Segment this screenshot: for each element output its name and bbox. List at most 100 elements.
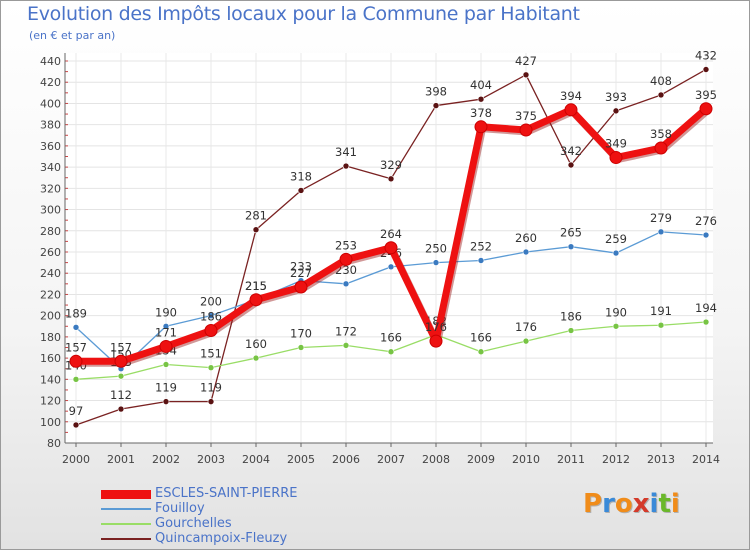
data-label: 112 (110, 388, 132, 402)
data-label: 186 (200, 310, 222, 324)
data-point (387, 263, 395, 271)
data-label: 281 (245, 209, 267, 223)
y-tick-label: 420 (40, 76, 61, 89)
data-point (519, 123, 533, 137)
data-point (432, 259, 440, 266)
legend-swatch (101, 508, 151, 510)
data-point (612, 322, 620, 330)
data-point (114, 354, 128, 368)
data-label: 176 (515, 320, 537, 334)
data-label: 378 (470, 106, 492, 120)
data-point (117, 405, 125, 413)
data-point (387, 348, 395, 356)
data-point (297, 344, 305, 351)
data-label: 227 (290, 266, 312, 280)
x-tick-label: 2009 (467, 453, 495, 466)
data-label: 157 (110, 340, 132, 354)
legend-item: Quincampoix-Fleuzy (101, 531, 421, 547)
series-quincampoix-fleuzy: 97 112 119 119 281 318 341 329 398 404 427 342 393 40… (69, 48, 717, 429)
data-point (252, 226, 260, 234)
data-label: 393 (605, 90, 627, 104)
y-tick-label: 260 (40, 246, 61, 259)
data-label: 342 (560, 144, 582, 158)
data-label: 233 (290, 260, 312, 274)
data-point (342, 280, 350, 288)
proxiti-logo: Proxiti (583, 489, 680, 519)
logo-letter: x (632, 489, 650, 519)
x-tick-label: 2014 (692, 453, 720, 466)
y-tick-label: 100 (40, 416, 61, 429)
data-point (567, 327, 575, 334)
data-point (69, 354, 83, 368)
data-point (162, 322, 170, 330)
data-label: 189 (65, 306, 87, 320)
data-label: 119 (200, 381, 222, 395)
data-point (297, 187, 305, 194)
x-tick-label: 2007 (377, 453, 405, 466)
data-point (429, 334, 443, 348)
data-label: 394 (560, 89, 582, 103)
data-point (72, 324, 80, 331)
y-tick-label: 160 (40, 352, 61, 365)
data-label: 194 (695, 301, 717, 315)
data-point (207, 312, 215, 319)
data-label: 358 (650, 127, 672, 141)
legend-label: Quincampoix-Fleuzy (155, 531, 288, 546)
data-label: 157 (65, 340, 87, 354)
data-label: 265 (560, 226, 582, 240)
data-point (72, 421, 80, 429)
data-point (702, 318, 710, 326)
y-tick-label: 380 (40, 119, 61, 132)
data-label: 408 (650, 74, 672, 88)
data-point (162, 398, 170, 405)
data-point (207, 398, 215, 405)
data-label: 432 (695, 48, 717, 62)
y-tick-label: 320 (40, 182, 61, 195)
x-tick-label: 2012 (602, 453, 630, 466)
data-point (657, 228, 665, 236)
data-label: 191 (650, 304, 672, 318)
data-point (207, 364, 215, 371)
data-point (702, 66, 710, 73)
data-point (567, 243, 575, 250)
data-point (252, 354, 260, 362)
data-point (522, 71, 530, 79)
data-point (699, 102, 713, 116)
data-point (567, 161, 575, 169)
data-point (72, 376, 80, 383)
data-label: 176 (425, 320, 447, 334)
data-point (477, 348, 485, 356)
data-label: 186 (560, 310, 582, 324)
logo-letter: P (583, 489, 603, 519)
data-label: 375 (515, 109, 537, 123)
y-tick-label: 300 (40, 204, 61, 217)
x-tick-label: 2003 (197, 453, 225, 466)
logo-letter: r (602, 489, 615, 519)
legend-swatch (101, 538, 151, 540)
data-point (117, 372, 125, 380)
data-label: 253 (335, 238, 357, 252)
data-point (339, 252, 353, 266)
y-tick-label: 80 (47, 437, 61, 450)
data-point (249, 293, 263, 307)
data-point (159, 339, 173, 353)
y-tick-label: 200 (40, 310, 61, 323)
data-point (612, 107, 620, 115)
x-tick-label: 2005 (287, 453, 315, 466)
data-label: 260 (515, 231, 537, 245)
data-label: 395 (695, 88, 717, 102)
y-tick-label: 360 (40, 140, 61, 153)
x-tick-label: 2004 (242, 453, 270, 466)
data-label: 276 (695, 214, 717, 228)
legend-swatch (101, 489, 151, 499)
y-tick-label: 240 (40, 267, 61, 280)
data-point (204, 324, 218, 338)
y-tick-label: 280 (40, 225, 61, 238)
data-label: 250 (425, 242, 447, 256)
data-point (522, 337, 530, 345)
data-point (609, 151, 623, 165)
data-label: 215 (245, 279, 267, 293)
data-point (342, 162, 350, 170)
data-point (477, 257, 485, 264)
data-label: 166 (470, 331, 492, 345)
